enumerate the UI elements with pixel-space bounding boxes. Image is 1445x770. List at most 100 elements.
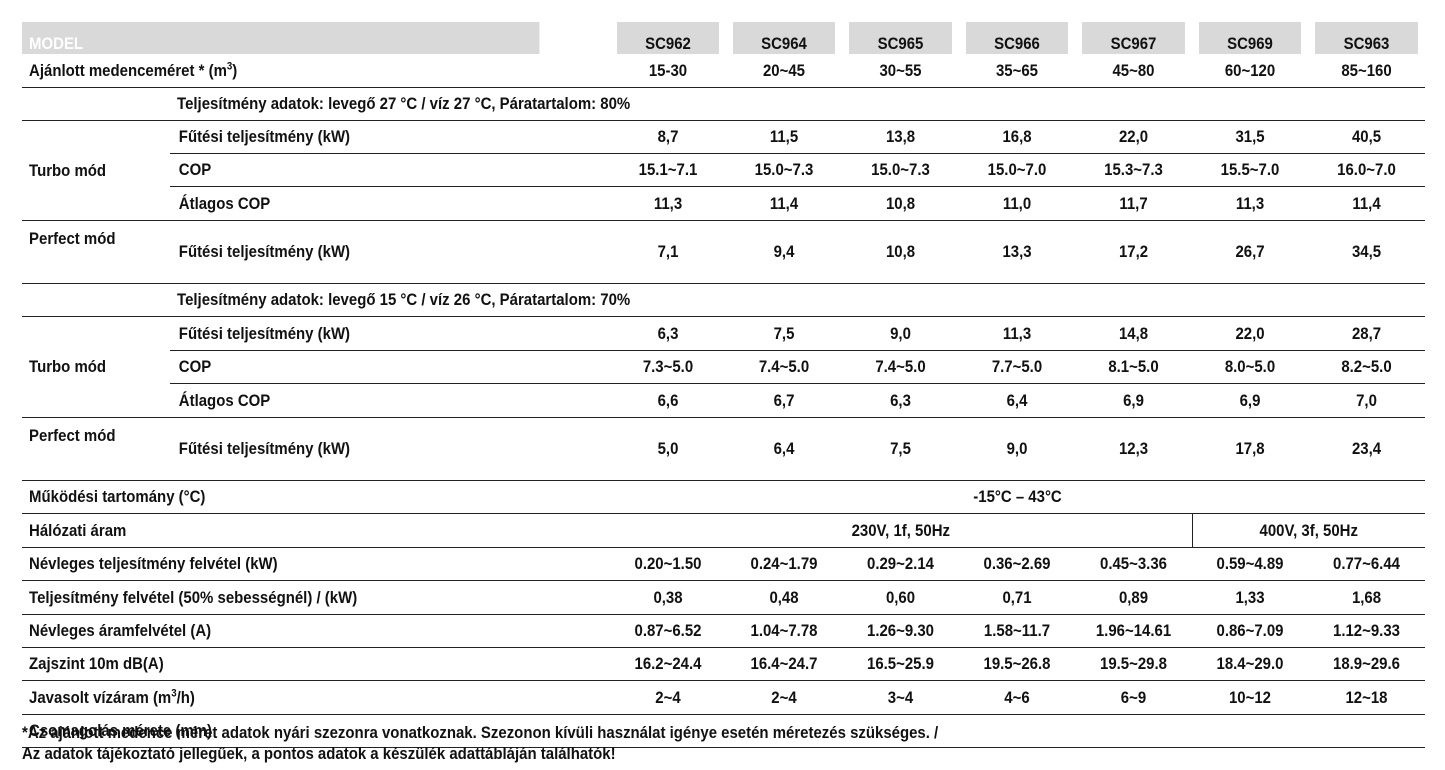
avg-cop-value: 11,7 (1082, 186, 1185, 221)
noise-level-value: 16.4~24.7 (732, 647, 836, 681)
heating-capacity-value: 13,8 (849, 120, 952, 154)
turbo-mode-label-2: Turbo mód (22, 316, 153, 418)
turbo-cop-row-1: COP 15.1~7.1 15.0~7.3 15.0~7.3 15.0~7.0 … (22, 153, 1425, 187)
heating-capacity-value: 9,0 (849, 316, 952, 351)
model-name: SC962 (616, 22, 720, 54)
noise-level-value: 16.2~24.4 (616, 647, 720, 681)
heating-capacity-value: 9,4 (732, 220, 836, 284)
heating-capacity-label: Fűtési teljesítmény (kW) (170, 316, 558, 351)
cop-value: 16.0~7.0 (1315, 153, 1418, 187)
rated-current-label: Névleges áramfelvétel (A) (22, 614, 540, 648)
package-size-row: Csomagolás mérete (mm) (22, 714, 1425, 748)
model-name: SC967 (1082, 22, 1185, 54)
rated-current-value: 1.58~11.7 (965, 614, 1069, 648)
half-speed-power-value: 0,38 (616, 580, 720, 615)
footnote-line-2: Az adatok tájékoztató jellegűek, a ponto… (22, 744, 616, 763)
pool-size-value: 15-30 (648, 60, 688, 80)
model-name: SC966 (965, 22, 1069, 54)
heating-capacity-value: 13,3 (965, 220, 1069, 284)
rated-current-value: 0.87~6.52 (616, 614, 720, 648)
cop-value: 15.5~7.0 (1198, 153, 1302, 187)
turbo-mode-label-1: Turbo mód (22, 120, 153, 221)
avg-cop-value: 11,4 (732, 186, 836, 221)
heating-capacity-value: 8,7 (616, 120, 720, 154)
heating-capacity-value: 11,5 (732, 120, 836, 154)
noise-level-value: 19.5~26.8 (965, 647, 1069, 681)
cop-value: 7.7~5.0 (965, 350, 1069, 384)
heating-capacity-label: Fűtési teljesítmény (kW) (170, 120, 558, 154)
water-flow-value: 3~4 (849, 680, 952, 715)
water-flow-value: 6~9 (1082, 680, 1185, 715)
heating-capacity-value: 7,5 (732, 316, 836, 351)
turbo-avg-cop-row-2: Átlagos COP 6,6 6,7 6,3 6,4 6,9 6,9 7,0 (22, 383, 1425, 418)
model-name: SC965 (849, 22, 952, 54)
rated-power-input-value: 0.45~3.36 (1082, 547, 1185, 581)
perfect-heating-row-1: Perfect mód Fűtési teljesítmény (kW) 7,1… (22, 220, 1425, 284)
perfect-heating-row-2: Perfect mód Fűtési teljesítmény (kW) 5,0… (22, 417, 1425, 481)
rated-current-value: 0.86~7.09 (1198, 614, 1302, 648)
model-label: MODEL (22, 22, 540, 54)
operating-range-row: Működési tartomány (°C) -15°C – 43°C (22, 480, 1425, 514)
turbo-heating-row-1: Turbo mód Fűtési teljesítmény (kW) 8,7 1… (22, 120, 1425, 221)
cop-value: 15.0~7.3 (732, 153, 836, 187)
avg-cop-value: 6,3 (849, 383, 952, 418)
power-supply-label: Hálózati áram (22, 513, 540, 548)
cop-value: 7.4~5.0 (849, 350, 952, 384)
rated-power-input-row: Névleges teljesítmény felvétel (kW) 0.20… (22, 547, 1425, 581)
heating-capacity-value: 23,4 (1315, 417, 1418, 481)
pool-size-value: 85~160 (1341, 60, 1392, 80)
heating-capacity-value: 28,7 (1315, 316, 1418, 351)
avg-cop-value: 11,3 (1198, 186, 1302, 221)
cop-value: 8.0~5.0 (1198, 350, 1302, 384)
pool-size-value: 35~65 (996, 60, 1039, 80)
package-size-label: Csomagolás mérete (mm) (22, 714, 540, 748)
heating-capacity-value: 10,8 (849, 220, 952, 284)
heating-capacity-value: 22,0 (1082, 120, 1185, 154)
model-name: SC969 (1198, 22, 1302, 54)
noise-level-value: 18.9~29.6 (1315, 647, 1418, 681)
heating-capacity-value: 17,2 (1082, 220, 1185, 284)
test-condition-2: Teljesítmény adatok: levegő 15 °C / víz … (170, 283, 1275, 317)
cop-label: COP (170, 350, 558, 384)
half-speed-power-value: 0,71 (965, 580, 1069, 615)
heating-capacity-value: 6,3 (616, 316, 720, 351)
avg-cop-value: 10,8 (849, 186, 952, 221)
water-flow-value: 2~4 (616, 680, 720, 715)
operating-range-value: -15°C – 43°C (658, 480, 1377, 514)
heating-capacity-value: 12,3 (1082, 417, 1185, 481)
avg-cop-value: 6,9 (1082, 383, 1185, 418)
heating-capacity-value: 34,5 (1315, 220, 1418, 284)
heating-capacity-value: 26,7 (1198, 220, 1302, 284)
water-flow-row: Javasolt vízáram (m3/h) 2~4 2~4 3~4 4~6 … (22, 680, 1425, 715)
cop-value: 8.2~5.0 (1315, 350, 1418, 384)
heating-capacity-value: 40,5 (1315, 120, 1418, 154)
condition-row-1: Teljesítmény adatok: levegő 27 °C / víz … (22, 87, 1425, 121)
header-row: MODEL SC962 SC964 SC965 SC966 SC967 SC96… (22, 22, 1425, 54)
avg-cop-value: 6,7 (732, 383, 836, 418)
rated-current-value: 1.96~14.61 (1082, 614, 1185, 648)
half-speed-power-row: Teljesítmény felvétel (50% sebességnél) … (22, 580, 1425, 615)
rated-power-input-value: 0.24~1.79 (732, 547, 836, 581)
turbo-avg-cop-row-1: Átlagos COP 11,3 11,4 10,8 11,0 11,7 11,… (22, 186, 1425, 221)
heating-capacity-label: Fűtési teljesítmény (kW) (170, 417, 558, 481)
cop-value: 7.4~5.0 (732, 350, 836, 384)
rated-current-value: 1.04~7.78 (732, 614, 836, 648)
heating-capacity-value: 9,0 (965, 417, 1069, 481)
water-flow-value: 12~18 (1315, 680, 1418, 715)
half-speed-power-value: 1,68 (1315, 580, 1418, 615)
water-flow-value: 10~12 (1198, 680, 1302, 715)
noise-level-value: 19.5~29.8 (1082, 647, 1185, 681)
avg-cop-value: 11,0 (965, 186, 1069, 221)
avg-cop-value: 6,9 (1198, 383, 1302, 418)
condition-row-2: Teljesítmény adatok: levegő 15 °C / víz … (22, 283, 1425, 317)
half-speed-power-value: 0,48 (732, 580, 836, 615)
cop-value: 15.1~7.1 (616, 153, 720, 187)
operating-range-label: Működési tartomány (°C) (22, 480, 540, 514)
cop-value: 15.0~7.3 (849, 153, 952, 187)
avg-cop-label: Átlagos COP (170, 186, 558, 221)
turbo-heating-row-2: Turbo mód Fűtési teljesítmény (kW) 6,3 7… (22, 316, 1425, 418)
pool-size-value: 30~55 (879, 60, 922, 80)
rated-current-row: Névleges áramfelvétel (A) 0.87~6.52 1.04… (22, 614, 1425, 648)
heating-capacity-value: 11,3 (965, 316, 1069, 351)
half-speed-power-value: 1,33 (1198, 580, 1302, 615)
